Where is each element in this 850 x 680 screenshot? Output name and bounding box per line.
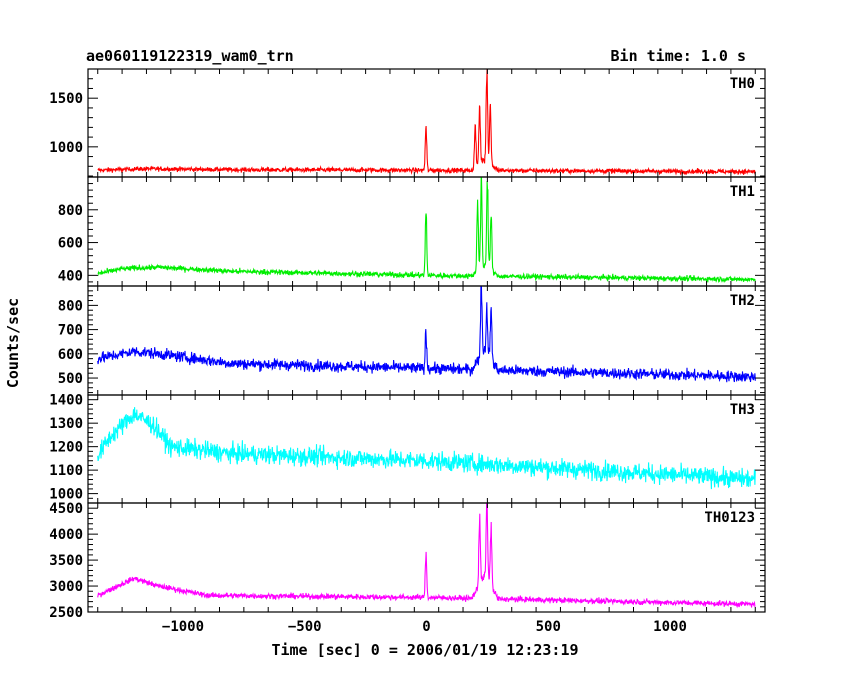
series-th2: [97, 286, 756, 383]
series-th0123: [97, 503, 756, 609]
x-tick-label: 1000: [653, 619, 687, 635]
y-tick-label: 600: [58, 236, 83, 252]
panel-th2: TH2 500 600 700 800: [58, 285, 766, 396]
chart-title: ae060119122319_wam0_trn: [86, 47, 294, 65]
y-axis-label: Counts/sec: [4, 298, 22, 388]
y-tick-label: 1500: [49, 91, 83, 107]
x-tick-label: 500: [536, 619, 561, 635]
panel-frame: [87, 502, 766, 613]
panel-th0: TH0 1000 1500: [49, 68, 766, 178]
series-th3: [97, 407, 756, 490]
panels: TH010001500TH1400600800TH2500600700800TH…: [49, 68, 766, 635]
y-tick-label: 1000: [49, 487, 83, 503]
bin-time-label: Bin time: 1.0 s: [611, 47, 746, 65]
y-tick-label: 1100: [49, 463, 83, 479]
y-tick-label: 800: [58, 298, 83, 314]
panel-label: TH2: [730, 293, 755, 309]
y-tick-label: 4500: [49, 501, 83, 517]
series-th0: [97, 69, 756, 176]
x-tick-label: −500: [288, 619, 322, 635]
x-axis-label: Time [sec] 0 = 2006/01/19 12:23:19: [271, 641, 578, 659]
y-tick-label: 3000: [49, 579, 83, 595]
y-tick-label: 1200: [49, 440, 83, 456]
y-tick-label: 4000: [49, 527, 83, 543]
panel-label: TH3: [730, 402, 755, 418]
y-tick-label: 600: [58, 347, 83, 363]
y-tick-label: 1300: [49, 416, 83, 432]
x-tick-label: −1000: [162, 619, 204, 635]
panel-th1: TH1 400 600 800: [58, 176, 766, 287]
panel-label: TH0123: [704, 510, 755, 526]
y-tick-label: 700: [58, 323, 83, 339]
y-tick-label: 500: [58, 371, 83, 387]
panel-th3: TH3 1000 1100 1200 1300 1400: [49, 393, 766, 504]
series-th1: [97, 177, 756, 284]
panel-label: TH1: [730, 184, 755, 200]
y-tick-label: 1000: [49, 140, 83, 156]
panel-frame: [87, 68, 766, 178]
y-tick-label: 1400: [49, 393, 83, 409]
y-tick-label: 800: [58, 203, 83, 219]
panel-th0123: TH0123 2500 3000 3500 4000 4500: [49, 501, 766, 621]
y-tick-label: 2500: [49, 605, 83, 621]
y-tick-label: 400: [58, 268, 83, 284]
y-tick-label: 3500: [49, 553, 83, 569]
x-tick-label: 0: [422, 619, 430, 635]
panel-label: TH0: [730, 76, 755, 92]
